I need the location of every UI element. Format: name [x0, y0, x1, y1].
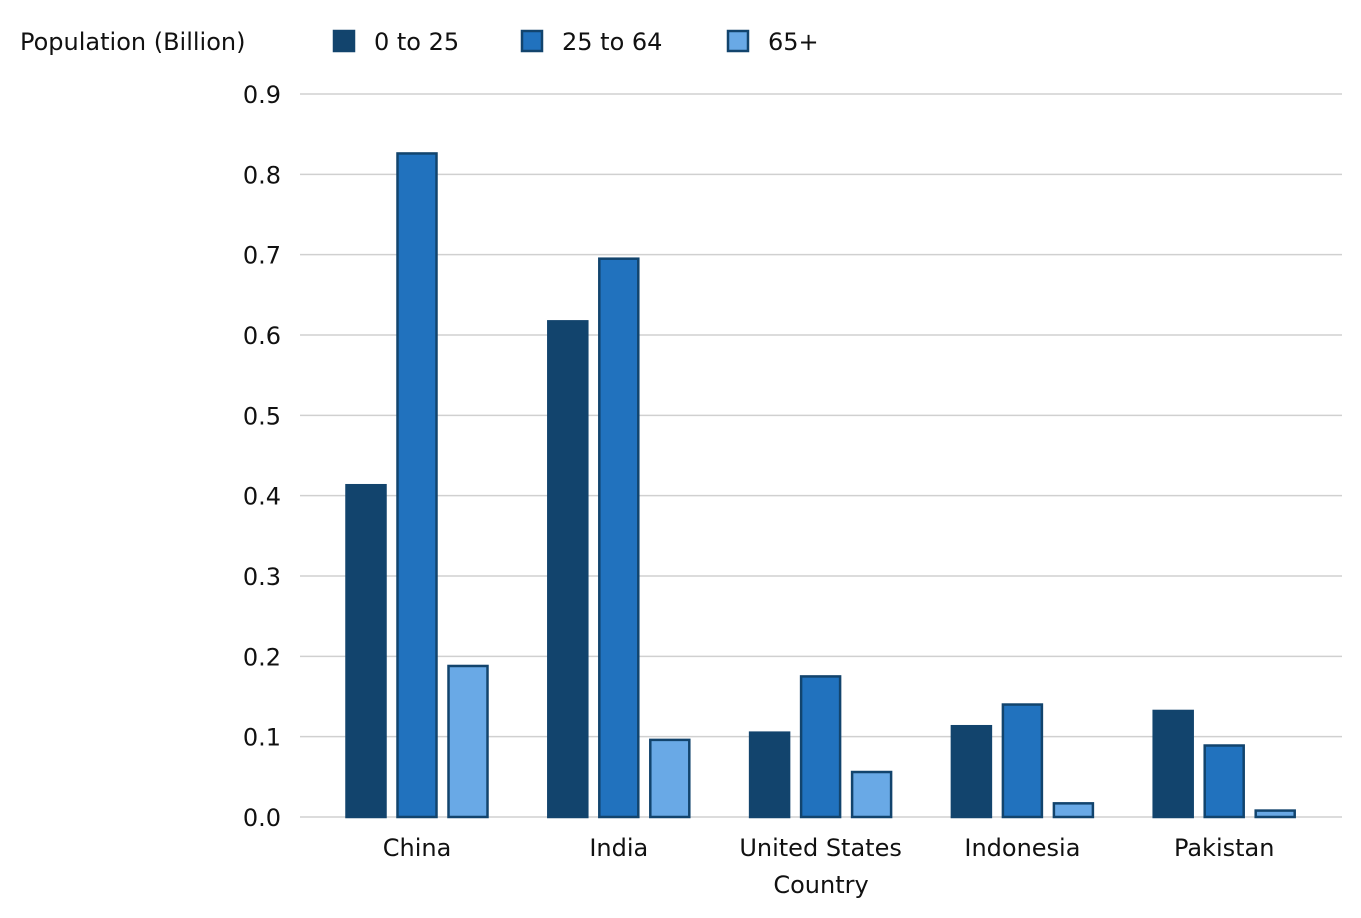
bar	[1254, 809, 1296, 819]
legend-label: 65+	[768, 28, 819, 56]
bar	[1052, 802, 1095, 819]
y-tick-label: 0.3	[243, 563, 281, 591]
bar	[547, 320, 589, 819]
y-tick-label: 0.7	[243, 242, 281, 270]
bar	[1152, 709, 1194, 819]
bar	[1203, 744, 1245, 819]
y-axis-ticks: 0.0 0.1 0.2 0.3 0.4 0.5 0.6 0.7 0.8 0.9	[243, 81, 281, 832]
y-tick-label: 0.0	[243, 804, 281, 832]
x-tick-label: India	[589, 834, 648, 862]
x-tick-label: China	[383, 834, 452, 862]
y-tick-label: 0.8	[243, 161, 281, 189]
x-tick-label: Indonesia	[964, 834, 1080, 862]
legend-swatch	[726, 29, 750, 53]
y-tick-label: 0.9	[243, 81, 281, 109]
y-tick-label: 0.5	[243, 402, 281, 430]
bar	[850, 770, 893, 819]
bar	[598, 257, 640, 819]
bar	[950, 724, 993, 819]
y-tick-label: 0.6	[243, 322, 281, 350]
bar	[396, 152, 438, 819]
bar	[799, 675, 842, 819]
legend-label: 25 to 64	[562, 28, 662, 56]
y-tick-label: 0.2	[243, 643, 281, 671]
bars	[345, 152, 1296, 819]
x-axis-title: Country	[773, 871, 868, 899]
x-tick-label: Pakistan	[1174, 834, 1275, 862]
legend: 0 to 25 25 to 64 65+	[332, 28, 819, 56]
x-tick-label: United States	[739, 834, 902, 862]
y-tick-label: 0.4	[243, 483, 281, 511]
legend-swatch	[332, 29, 356, 53]
bar	[649, 738, 691, 819]
bar	[345, 483, 387, 819]
bar	[748, 731, 791, 819]
y-axis-title: Population (Billion)	[20, 28, 245, 56]
bar	[447, 664, 489, 819]
legend-swatch	[520, 29, 544, 53]
legend-label: 0 to 25	[374, 28, 459, 56]
y-tick-label: 0.1	[243, 724, 281, 752]
bar	[1001, 703, 1044, 819]
x-axis-ticks: China India United States Indonesia Pakistan	[383, 834, 1275, 862]
